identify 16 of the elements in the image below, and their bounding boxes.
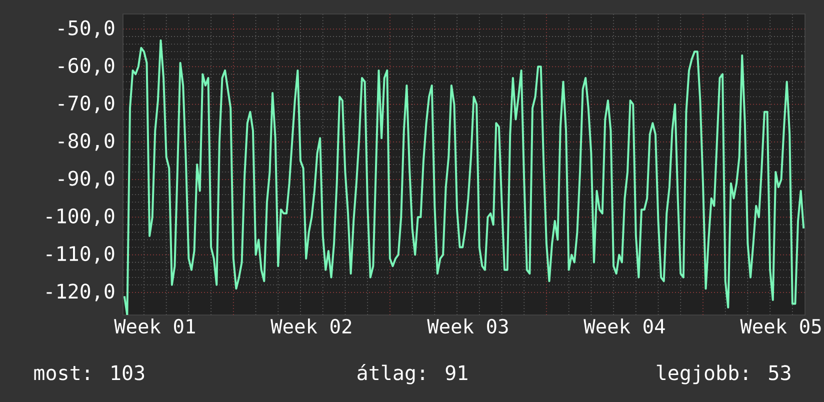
y-tick-label: -60,0 [58, 58, 114, 76]
y-tick-label: -90,0 [58, 170, 114, 188]
y-tick-label: -120,0 [46, 284, 114, 302]
text: most: 103 [34, 365, 144, 380]
y-tick-label: -70,0 [58, 95, 114, 114]
y-tick-label: -100,0 [46, 208, 114, 226]
y-tick-label: -110,0 [46, 246, 114, 264]
x-tick-label: Week 03 [427, 318, 508, 334]
text: legjobb: 53 [656, 364, 790, 384]
x-tick-label: Week 01 [114, 318, 195, 334]
y-tick-label: -50,0 [58, 20, 114, 38]
y-tick-label: -80,0 [58, 133, 114, 151]
text: átlag: 91 [358, 364, 468, 384]
x-tick-label: Week 02 [270, 318, 352, 334]
x-tick-label: Week 05 [740, 318, 821, 334]
x-tick-label: Week 04 [584, 318, 665, 334]
